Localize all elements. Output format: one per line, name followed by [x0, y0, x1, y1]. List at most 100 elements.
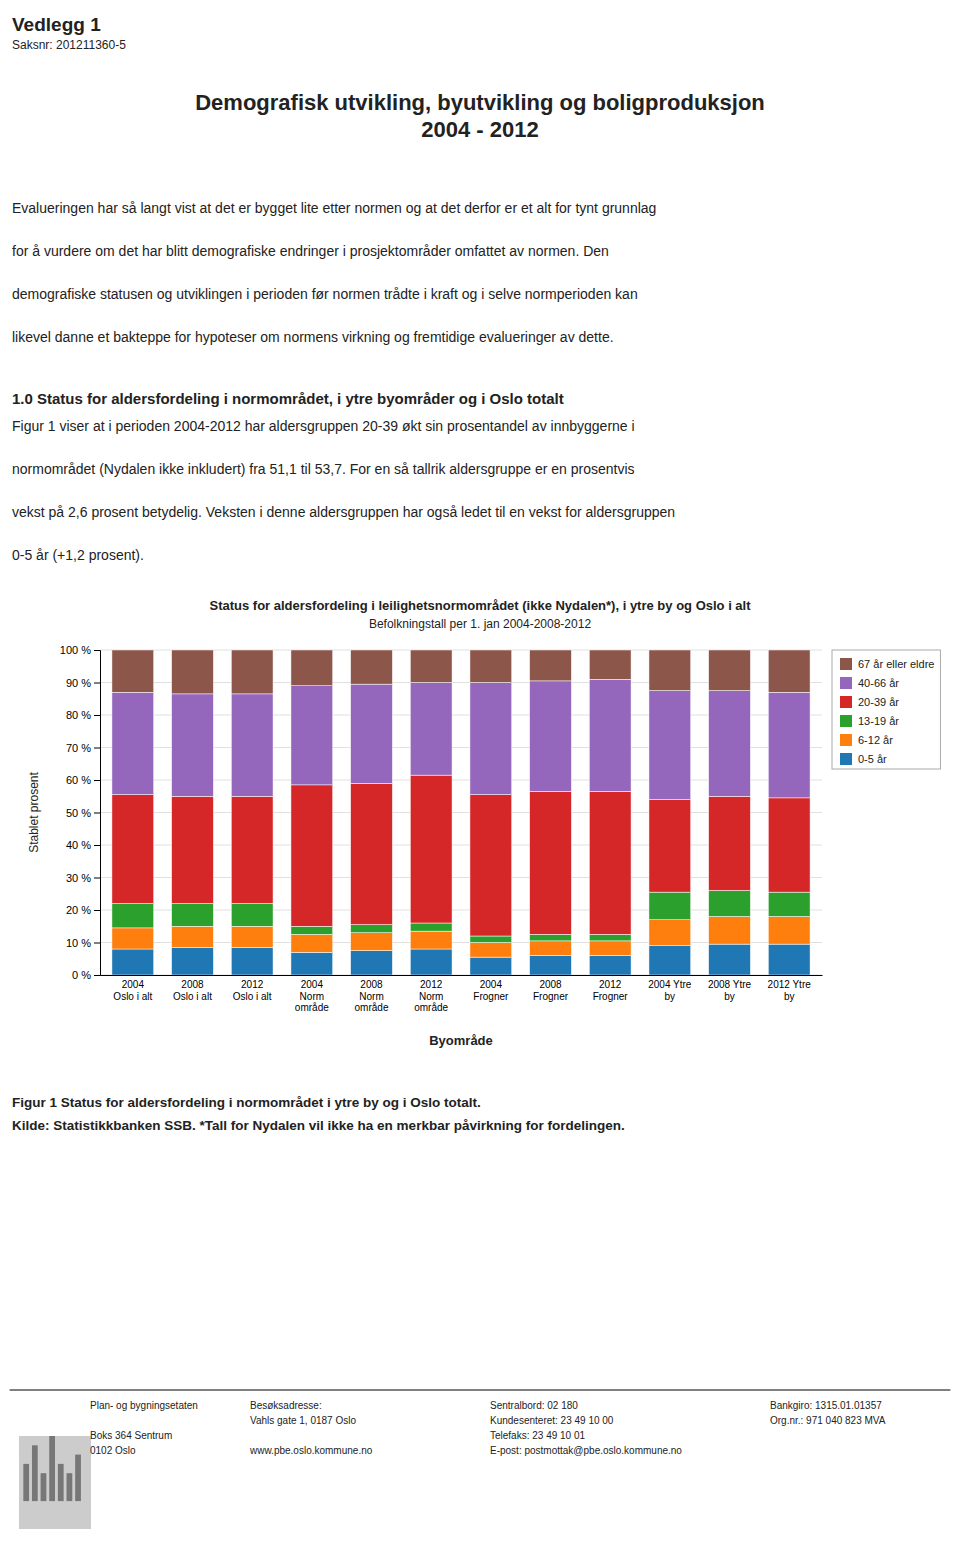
- bar-segment: [768, 650, 810, 692]
- x-tick: 2004 Ytreby: [648, 979, 692, 1002]
- x-tick-label-line: 2012 Ytre: [768, 979, 812, 990]
- series: [112, 650, 810, 694]
- bar-segment: [410, 650, 452, 683]
- x-tick-label-line: Norm: [419, 991, 443, 1002]
- x-tick-label-line: 2004: [301, 979, 324, 990]
- x-tick: 2008Oslo i alt: [173, 979, 212, 1002]
- x-tick-label-line: Frogner: [593, 991, 629, 1002]
- y-tick: 100 %: [60, 644, 100, 656]
- bar-segment: [709, 917, 751, 945]
- bar-segment: [649, 946, 691, 975]
- figure-caption-line: Kilde: Statistikkbanken SSB. *Tall for N…: [12, 1118, 625, 1133]
- y-tick-label: 50 %: [66, 807, 91, 819]
- bar-segment: [649, 920, 691, 946]
- main-title: Demografisk utvikling, byutvikling og bo…: [195, 90, 765, 143]
- x-tick-label: 2004 Ytreby: [648, 979, 692, 1002]
- bar-segment: [231, 650, 273, 694]
- x-tick-label-line: 2004 Ytre: [648, 979, 692, 990]
- y-tick: 90 %: [66, 677, 100, 689]
- bar-segment: [291, 686, 333, 785]
- case-number: Saksnr: 201211360-5: [12, 38, 126, 52]
- y-axis-title: Stablet prosent: [27, 771, 41, 852]
- legend-swatch: [840, 734, 852, 746]
- y-tick-mark: [94, 813, 100, 814]
- series: [112, 917, 810, 958]
- y-tick: 10 %: [66, 937, 100, 949]
- intro-text-line: Evalueringen har så langt vist at det er…: [12, 200, 656, 216]
- chart: 0 %10 %20 %30 %40 %50 %60 %70 %80 %90 %1…: [27, 644, 940, 1048]
- y-tick: 80 %: [66, 709, 100, 721]
- bar-segment: [172, 904, 214, 927]
- bar-segment: [351, 925, 393, 933]
- legend-item: 6-12 år: [840, 734, 893, 746]
- y-tick-mark: [94, 683, 100, 684]
- y-tick-mark: [94, 975, 100, 976]
- axis-domain: [94, 651, 101, 976]
- bar-segment: [291, 934, 333, 952]
- bar-segment: [172, 947, 214, 975]
- x-tick-label-line: 2008 Ytre: [708, 979, 752, 990]
- legend-swatch: [840, 696, 852, 708]
- section-title-line: 1.0 Status for aldersfordeling i normomr…: [12, 390, 564, 407]
- bar-segment: [231, 947, 273, 975]
- x-tick-label-line: Norm: [300, 991, 324, 1002]
- x-tick: 2008Normområde: [355, 979, 389, 1013]
- x-tick-label: 2012 Ytreby: [768, 979, 812, 1002]
- bars: [112, 650, 810, 975]
- legend-swatch: [840, 658, 852, 670]
- x-tick-label-line: 2004: [122, 979, 145, 990]
- bar-segment: [589, 934, 631, 941]
- bar-segment: [768, 944, 810, 975]
- page: Vedlegg 1Saksnr: 201211360-5Demografisk …: [0, 0, 960, 1544]
- y-tick-mark: [94, 910, 100, 911]
- bar-segment: [112, 795, 154, 904]
- legend-label: 6-12 år: [858, 734, 893, 746]
- y-tick: 50 %: [66, 807, 100, 819]
- footer-text: Bankgiro: 1315.01.01357Org.nr.: 971 040 …: [770, 1400, 886, 1426]
- x-tick-label: 2012Frogner: [593, 979, 629, 1002]
- x-tick-label-line: 2008: [360, 979, 383, 990]
- y-tick-mark: [94, 650, 100, 651]
- bar-segment: [410, 949, 452, 975]
- bar-segment: [589, 941, 631, 956]
- y-tick-mark: [94, 780, 100, 781]
- bar-segment: [172, 650, 214, 694]
- y-axis: 0 %10 %20 %30 %40 %50 %60 %70 %80 %90 %1…: [60, 644, 101, 981]
- x-tick-label: 2008Normområde: [355, 979, 389, 1013]
- y-tick: 40 %: [66, 839, 100, 851]
- bar-segment: [530, 650, 572, 681]
- bar-segment: [231, 796, 273, 903]
- section-title: 1.0 Status for aldersfordeling i normomr…: [12, 390, 564, 407]
- bar-segment: [709, 650, 751, 691]
- footer-text-line: E-post: postmottak@pbe.oslo.kommune.no: [490, 1445, 682, 1456]
- logo-building: [67, 1473, 73, 1501]
- section-text-line: vekst på 2,6 prosent betydelig. Veksten …: [12, 504, 675, 520]
- logo-building: [75, 1455, 81, 1502]
- y-tick-label: 80 %: [66, 709, 91, 721]
- grid: [100, 650, 822, 975]
- logo-building: [41, 1473, 47, 1501]
- bar-segment: [291, 650, 333, 686]
- y-tick-label: 0 %: [72, 969, 91, 981]
- bar-segment: [172, 694, 214, 796]
- section-text-line: 0-5 år (+1,2 prosent).: [12, 547, 144, 563]
- y-tick: 0 %: [72, 969, 100, 981]
- footer-text-line: Org.nr.: 971 040 823 MVA: [770, 1415, 886, 1426]
- x-tick-label-line: Oslo i alt: [173, 991, 212, 1002]
- x-tick-label-line: by: [724, 991, 735, 1002]
- legend-swatch: [840, 753, 852, 765]
- footer-text-line: Vahls gate 1, 0187 Oslo: [250, 1415, 356, 1426]
- bar-segment: [172, 796, 214, 903]
- bar-segment: [112, 650, 154, 692]
- y-tick: 30 %: [66, 872, 100, 884]
- series: [112, 775, 810, 936]
- y-tick-mark: [94, 715, 100, 716]
- footer-text: Plan- og bygningsetaten Boks 364 Sentrum…: [90, 1400, 198, 1456]
- intro-text-line: for å vurdere om det har blitt demografi…: [12, 243, 609, 259]
- x-axis-title: Byområde: [429, 1033, 493, 1048]
- footer-text-line: Telefaks: 23 49 10 01: [490, 1430, 586, 1441]
- x-tick-label-line: 2012: [241, 979, 264, 990]
- intro-text: demografiske statusen og utviklingen i p…: [12, 286, 638, 302]
- bar-segment: [351, 951, 393, 975]
- x-tick-label-line: Frogner: [533, 991, 569, 1002]
